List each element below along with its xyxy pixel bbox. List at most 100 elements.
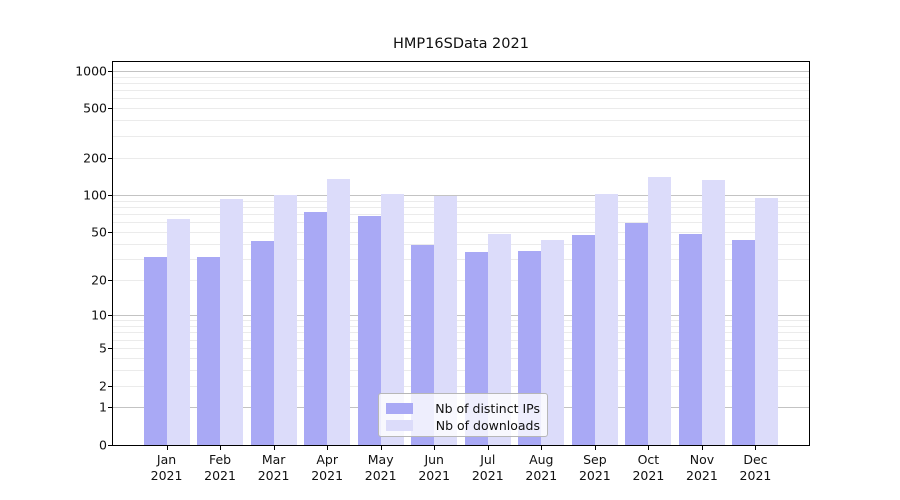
x-axis-tick-label: Dec 2021 xyxy=(739,452,772,483)
legend-item-distinct-ips: Nb of distinct IPs xyxy=(386,400,540,417)
x-axis-tick-mark xyxy=(166,446,168,450)
bar-downloads xyxy=(273,194,297,445)
gridline-minor xyxy=(113,347,809,349)
gridline-minor xyxy=(113,82,809,84)
gridline-minor xyxy=(113,259,809,261)
y-axis-tick-mark xyxy=(108,445,112,446)
bar-distinct-ips xyxy=(625,223,649,445)
bar-distinct-ips xyxy=(197,257,221,445)
y-axis-tick-label: 0 xyxy=(99,437,107,453)
x-axis-tick-mark xyxy=(701,446,703,450)
x-axis-tick-mark xyxy=(434,446,436,450)
y-axis-tick-label: 20 xyxy=(91,272,107,288)
x-axis-tick-mark xyxy=(755,446,757,450)
gridline-minor xyxy=(113,320,809,322)
y-axis-tick-mark xyxy=(108,385,112,387)
gridline-minor xyxy=(113,385,809,387)
gridline-minor xyxy=(113,207,809,209)
y-axis-tick-label: 2 xyxy=(99,378,107,393)
gridline-minor xyxy=(113,332,809,334)
y-axis-tick-mark xyxy=(108,108,112,110)
y-axis-tick-label: 200 xyxy=(83,150,107,166)
plot-bars-layer xyxy=(113,62,809,445)
bar-distinct-ips xyxy=(357,216,381,445)
y-axis-tick-label: 500 xyxy=(83,100,107,116)
plot-gridlines-layer xyxy=(113,62,809,445)
gridline-minor xyxy=(113,214,809,216)
gridline-minor xyxy=(113,135,809,137)
gridline-minor xyxy=(113,200,809,202)
y-axis-tick-mark xyxy=(108,280,112,282)
gridline-minor xyxy=(113,339,809,341)
gridline-minor xyxy=(113,157,809,159)
gridline-minor xyxy=(113,243,809,245)
bar-distinct-ips xyxy=(143,257,167,445)
x-axis-tick-mark xyxy=(327,446,329,450)
x-axis-tick-label: Apr 2021 xyxy=(311,452,344,483)
y-axis-tick-mark xyxy=(108,407,112,409)
gridline-minor xyxy=(113,357,809,359)
x-axis-tick-label: Mar 2021 xyxy=(257,452,290,483)
legend-swatch-downloads xyxy=(386,420,413,431)
x-axis-tick-label: Oct 2021 xyxy=(632,452,665,483)
gridline-minor xyxy=(113,98,809,100)
bar-downloads xyxy=(594,194,618,445)
gridline-minor xyxy=(113,326,809,327)
gridline-minor xyxy=(113,120,809,122)
chart-title: HMP16SData 2021 xyxy=(393,36,529,52)
y-axis-tick-label: 1 xyxy=(99,399,107,415)
gridline-minor xyxy=(113,90,809,92)
bar-distinct-ips xyxy=(571,235,595,445)
x-axis-tick-label: Aug 2021 xyxy=(525,452,558,483)
x-axis-tick-mark xyxy=(380,446,382,450)
x-axis-tick-mark xyxy=(487,446,489,450)
legend: Nb of distinct IPs Nb of downloads xyxy=(378,393,548,437)
legend-label-distinct-ips: Nb of distinct IPs xyxy=(435,401,540,416)
bar-downloads xyxy=(220,198,244,445)
x-axis-tick-label: Feb 2021 xyxy=(204,452,236,483)
x-axis-tick-label: Jul 2021 xyxy=(471,452,504,483)
bar-distinct-ips xyxy=(304,211,328,445)
y-axis-tick-mark xyxy=(108,232,112,234)
x-axis-tick-mark xyxy=(594,446,596,450)
bar-downloads xyxy=(755,198,779,445)
bar-downloads xyxy=(166,218,190,445)
gridline-minor xyxy=(113,76,809,78)
y-axis-tick-mark xyxy=(108,195,112,197)
gridline-major xyxy=(113,195,809,197)
y-axis-tick-mark xyxy=(108,347,112,349)
x-axis-tick-mark xyxy=(541,446,543,450)
gridline-major xyxy=(113,315,809,317)
bar-distinct-ips xyxy=(678,234,702,445)
x-axis-tick-label: Jun 2021 xyxy=(418,452,451,483)
y-axis-tick-mark xyxy=(108,70,112,72)
y-axis-tick-label: 10 xyxy=(91,307,107,323)
x-axis-tick-mark xyxy=(220,446,222,450)
bar-distinct-ips xyxy=(250,241,274,445)
gridline-minor xyxy=(113,232,809,234)
x-axis-tick-label: Jan 2021 xyxy=(150,452,183,483)
gridline-minor xyxy=(113,280,809,282)
x-axis-tick-mark xyxy=(273,446,275,450)
gridline-minor xyxy=(113,222,809,224)
legend-swatch-distinct-ips xyxy=(386,403,413,414)
y-axis-tick-label: 5 xyxy=(99,340,107,356)
x-axis-tick-label: Nov 2021 xyxy=(686,452,718,483)
gridline-minor xyxy=(113,108,809,110)
y-axis-tick-mark xyxy=(108,157,112,159)
bar-downloads xyxy=(701,180,725,445)
gridline-minor xyxy=(113,369,809,371)
legend-label-downloads: Nb of downloads xyxy=(435,418,540,433)
bar-distinct-ips xyxy=(732,240,756,445)
y-axis-tick-label: 1000 xyxy=(75,63,107,79)
x-axis-tick-mark xyxy=(648,446,650,450)
bar-downloads xyxy=(648,177,672,445)
x-axis-tick-label: Sep 2021 xyxy=(578,452,611,483)
x-axis-tick-label: May 2021 xyxy=(364,452,397,483)
y-axis-tick-mark xyxy=(108,315,112,317)
y-axis-tick-label: 50 xyxy=(91,224,107,240)
bar-downloads xyxy=(487,234,511,445)
bar-downloads xyxy=(327,179,351,445)
bar-downloads xyxy=(380,194,404,445)
